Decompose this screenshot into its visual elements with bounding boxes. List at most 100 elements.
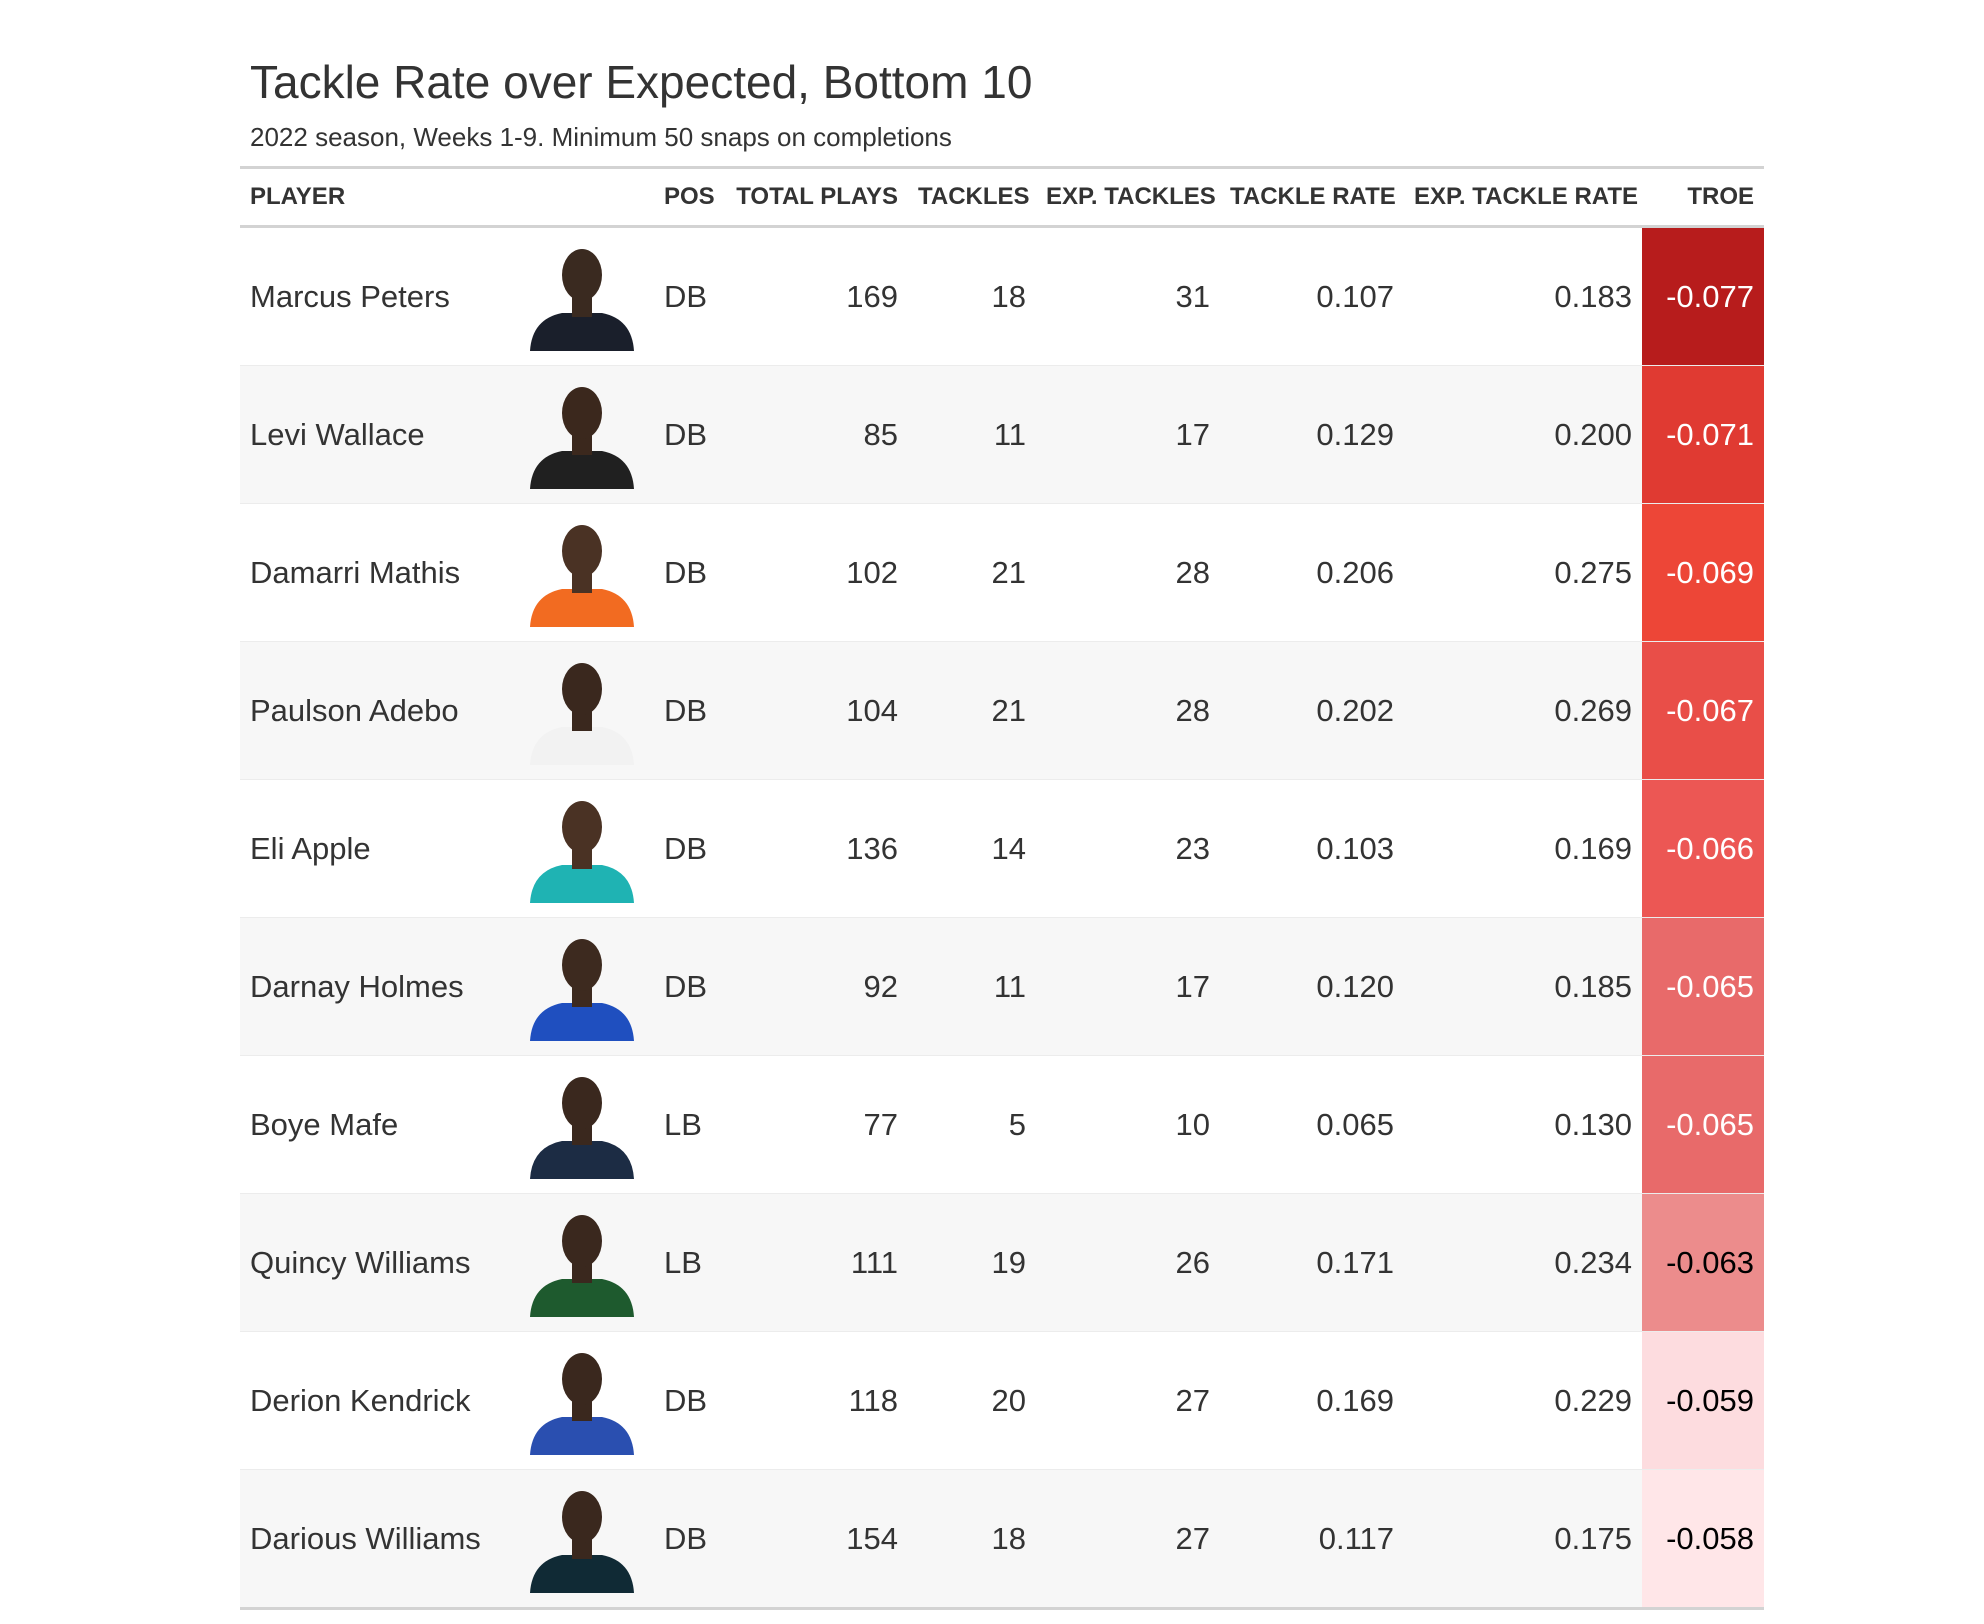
table-row: Boye Mafe LB 77 5 10 0.065 0.130 -0.065 bbox=[240, 1055, 1764, 1194]
exp-tackles: 27 bbox=[1036, 1331, 1220, 1470]
head-shape bbox=[562, 524, 602, 577]
col-header-exp-tackles: EXP. TACKLES bbox=[1036, 167, 1220, 228]
total-plays: 92 bbox=[724, 917, 908, 1056]
neck-shape bbox=[572, 1538, 592, 1559]
headshot-icon bbox=[530, 1490, 634, 1593]
tackle-rate: 0.171 bbox=[1220, 1193, 1404, 1332]
total-plays: 136 bbox=[724, 779, 908, 918]
troe-value: -0.058 bbox=[1642, 1469, 1764, 1609]
tackles: 21 bbox=[908, 641, 1036, 780]
neck-shape bbox=[572, 986, 592, 1007]
exp-tackle-rate: 0.169 bbox=[1404, 779, 1642, 918]
head-shape bbox=[562, 1214, 602, 1267]
col-header-exp-tackle-rate: EXP. TACKLE RATE bbox=[1404, 167, 1642, 228]
neck-shape bbox=[572, 572, 592, 593]
troe-value: -0.059 bbox=[1642, 1331, 1764, 1470]
tackles: 14 bbox=[908, 779, 1036, 918]
player-name: Eli Apple bbox=[240, 779, 510, 918]
col-header-player: PLAYER bbox=[240, 167, 510, 228]
total-plays: 111 bbox=[724, 1193, 908, 1332]
jersey-shape bbox=[530, 1140, 634, 1179]
player-pos: DB bbox=[654, 226, 724, 366]
head-shape bbox=[562, 248, 602, 301]
tackle-rate: 0.103 bbox=[1220, 779, 1404, 918]
exp-tackles: 23 bbox=[1036, 779, 1220, 918]
player-headshot bbox=[510, 779, 654, 918]
player-pos: DB bbox=[654, 1331, 724, 1470]
tackles: 5 bbox=[908, 1055, 1036, 1194]
exp-tackles: 28 bbox=[1036, 503, 1220, 642]
chart-subtitle: 2022 season, Weeks 1-9. Minimum 50 snaps… bbox=[250, 122, 952, 152]
player-name: Damarri Mathis bbox=[240, 503, 510, 642]
exp-tackles: 17 bbox=[1036, 365, 1220, 504]
tackle-rate: 0.202 bbox=[1220, 641, 1404, 780]
total-plays: 77 bbox=[724, 1055, 908, 1194]
table-body: Marcus Peters DB 169 18 31 0.107 0.183 -0.077 Le… bbox=[240, 226, 1764, 1609]
jersey-shape bbox=[530, 450, 634, 489]
tackles: 21 bbox=[908, 503, 1036, 642]
jersey-shape bbox=[530, 1278, 634, 1317]
player-name: Quincy Williams bbox=[240, 1193, 510, 1332]
total-plays: 169 bbox=[724, 226, 908, 366]
neck-shape bbox=[572, 1400, 592, 1421]
tackle-rate: 0.107 bbox=[1220, 226, 1404, 366]
table-row: Paulson Adebo DB 104 21 28 0.202 0.269 -0.067 bbox=[240, 641, 1764, 780]
player-headshot bbox=[510, 917, 654, 1056]
troe-value: -0.065 bbox=[1642, 1055, 1764, 1194]
troe-value: -0.065 bbox=[1642, 917, 1764, 1056]
player-name: Marcus Peters bbox=[240, 226, 510, 366]
player-name: Levi Wallace bbox=[240, 365, 510, 504]
troe-value: -0.063 bbox=[1642, 1193, 1764, 1332]
head-shape bbox=[562, 662, 602, 715]
player-pos: DB bbox=[654, 1469, 724, 1609]
exp-tackle-rate: 0.175 bbox=[1404, 1469, 1642, 1609]
troe-value: -0.066 bbox=[1642, 779, 1764, 918]
col-header-tackles: TACKLES bbox=[908, 167, 1036, 228]
exp-tackle-rate: 0.234 bbox=[1404, 1193, 1642, 1332]
total-plays: 85 bbox=[724, 365, 908, 504]
stats-table: PLAYER POS TOTAL PLAYS TACKLES EXP. TACK… bbox=[240, 166, 1764, 1610]
total-plays: 104 bbox=[724, 641, 908, 780]
exp-tackles: 27 bbox=[1036, 1469, 1220, 1609]
exp-tackles: 10 bbox=[1036, 1055, 1220, 1194]
neck-shape bbox=[572, 296, 592, 317]
tackle-rate: 0.169 bbox=[1220, 1331, 1404, 1470]
head-shape bbox=[562, 938, 602, 991]
exp-tackle-rate: 0.185 bbox=[1404, 917, 1642, 1056]
player-headshot bbox=[510, 503, 654, 642]
tackle-rate: 0.129 bbox=[1220, 365, 1404, 504]
table-row: Eli Apple DB 136 14 23 0.103 0.169 -0.066 bbox=[240, 779, 1764, 918]
headshot-icon bbox=[530, 662, 634, 765]
total-plays: 154 bbox=[724, 1469, 908, 1609]
jersey-shape bbox=[530, 588, 634, 627]
exp-tackle-rate: 0.130 bbox=[1404, 1055, 1642, 1194]
exp-tackles: 31 bbox=[1036, 226, 1220, 366]
player-pos: DB bbox=[654, 779, 724, 918]
neck-shape bbox=[572, 848, 592, 869]
headshot-icon bbox=[530, 1352, 634, 1455]
exp-tackle-rate: 0.229 bbox=[1404, 1331, 1642, 1470]
player-name: Boye Mafe bbox=[240, 1055, 510, 1194]
player-pos: DB bbox=[654, 365, 724, 504]
player-headshot bbox=[510, 1193, 654, 1332]
tackles: 11 bbox=[908, 365, 1036, 504]
player-headshot bbox=[510, 641, 654, 780]
exp-tackles: 17 bbox=[1036, 917, 1220, 1056]
tackle-rate: 0.065 bbox=[1220, 1055, 1404, 1194]
player-pos: DB bbox=[654, 641, 724, 780]
head-shape bbox=[562, 800, 602, 853]
neck-shape bbox=[572, 710, 592, 731]
tackles: 18 bbox=[908, 226, 1036, 366]
tackles: 19 bbox=[908, 1193, 1036, 1332]
jersey-shape bbox=[530, 864, 634, 903]
player-headshot bbox=[510, 365, 654, 504]
table-row: Damarri Mathis DB 102 21 28 0.206 0.275 -0.069 bbox=[240, 503, 1764, 642]
exp-tackle-rate: 0.269 bbox=[1404, 641, 1642, 780]
exp-tackles: 28 bbox=[1036, 641, 1220, 780]
neck-shape bbox=[572, 434, 592, 455]
neck-shape bbox=[572, 1124, 592, 1145]
head-shape bbox=[562, 1076, 602, 1129]
table-row: Darious Williams DB 154 18 27 0.117 0.175 -0.05… bbox=[240, 1469, 1764, 1609]
player-headshot bbox=[510, 1331, 654, 1470]
troe-value: -0.067 bbox=[1642, 641, 1764, 780]
